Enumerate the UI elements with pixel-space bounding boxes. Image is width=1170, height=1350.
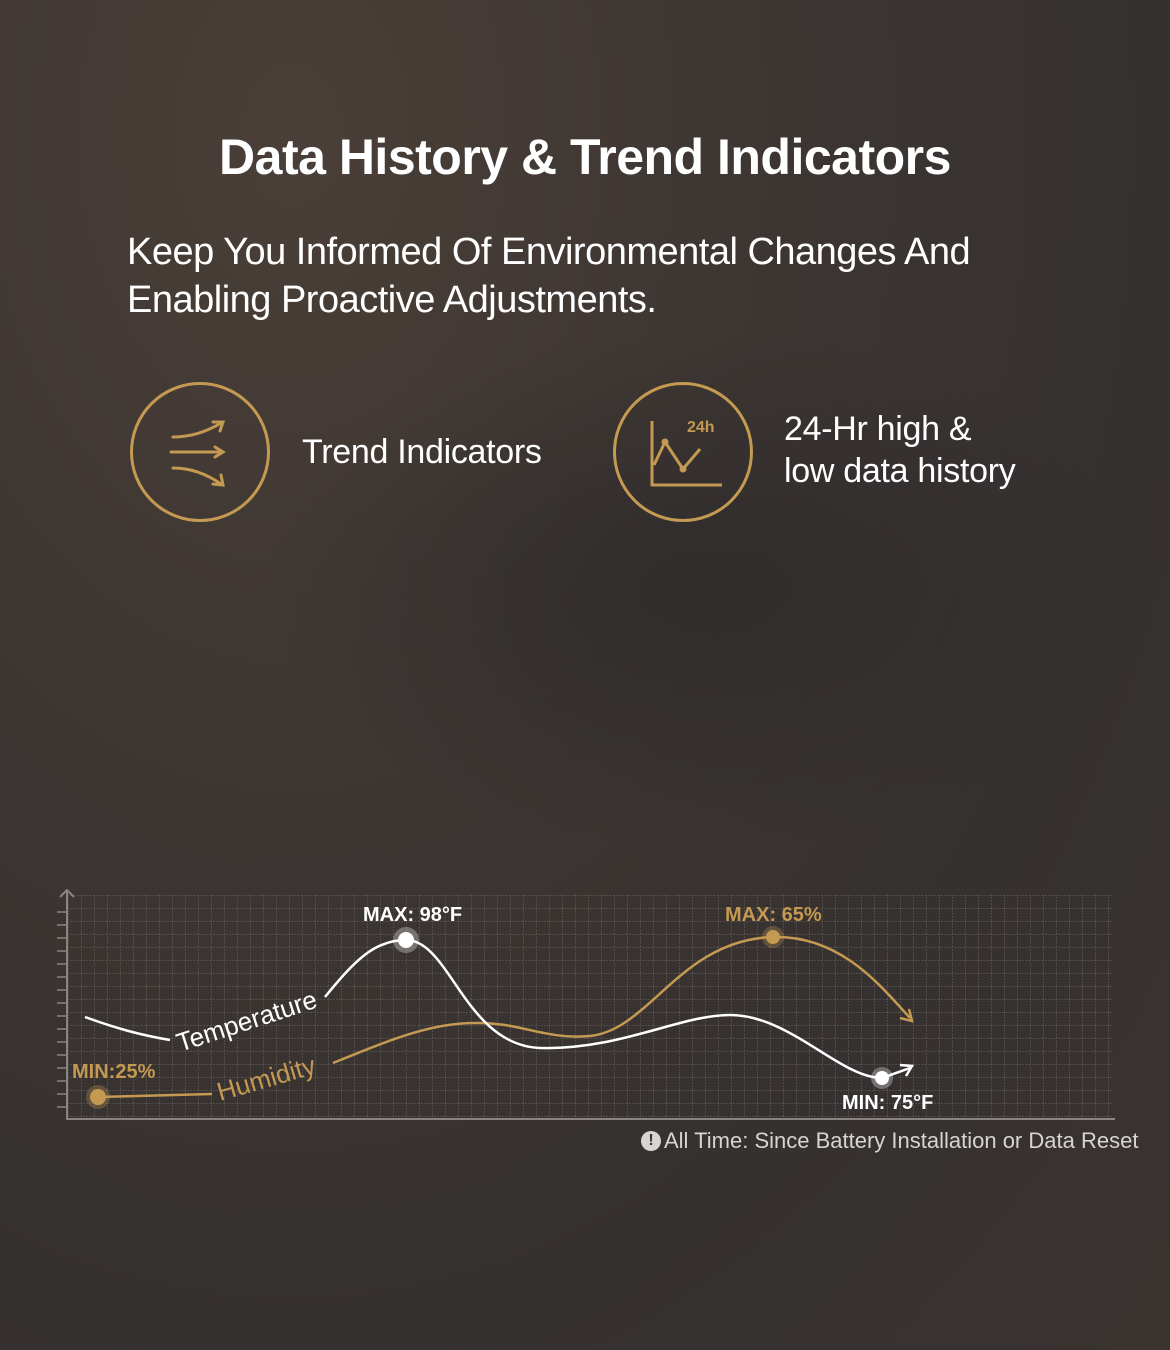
- history-label: 24-Hr high & low data history: [784, 408, 1016, 492]
- chart-axes: [59, 888, 1115, 1120]
- history-label-line1: 24-Hr high &: [784, 410, 972, 448]
- history-badge: 24h: [613, 382, 753, 522]
- chart-grid: [68, 895, 1112, 1118]
- svg-text:24h: 24h: [687, 419, 715, 436]
- history-label-line2: low data history: [784, 452, 1016, 490]
- temp-max-label: MAX: 98°F: [363, 904, 462, 926]
- temp-min-label: MIN: 75°F: [842, 1092, 933, 1114]
- humidity-min-label: MIN:25%: [72, 1061, 156, 1083]
- page-title: Data History & Trend Indicators: [219, 129, 951, 185]
- trend-arrows-icon: [169, 420, 226, 487]
- trend-indicator-badge: [130, 382, 270, 522]
- chart-note: ! All Time: Since Battery Installation o…: [641, 1128, 1138, 1154]
- subtitle: Keep You Informed Of Environmental Chang…: [127, 231, 971, 321]
- trend-indicators-label: Trend Indicators: [302, 433, 542, 471]
- info-icon: !: [641, 1131, 661, 1151]
- chart-note-text: All Time: Since Battery Installation or …: [664, 1128, 1139, 1153]
- 24h-chart-icon: 24h: [650, 419, 722, 487]
- humidity-max-label: MAX: 65%: [725, 904, 822, 926]
